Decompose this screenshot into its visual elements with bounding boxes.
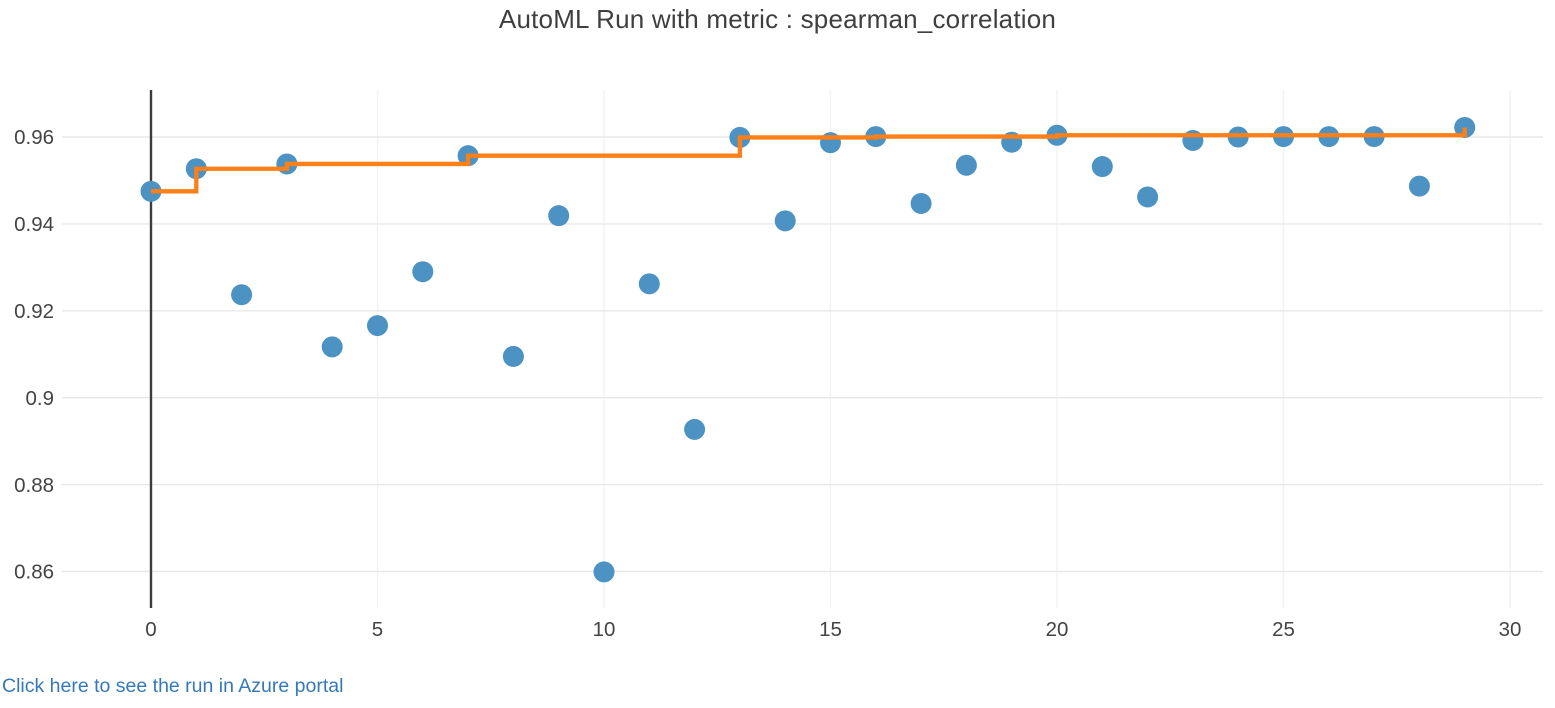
scatter-point[interactable]	[1091, 156, 1113, 178]
scatter-point[interactable]	[1137, 186, 1159, 208]
chart-title: AutoML Run with metric : spearman_correl…	[498, 4, 1057, 34]
x-tick-label: 20	[1046, 618, 1069, 641]
scatter-point[interactable]	[1408, 175, 1430, 197]
scatter-point[interactable]	[638, 273, 660, 295]
azure-portal-link[interactable]: Click here to see the run in Azure porta…	[2, 675, 344, 697]
y-tick-label: 0.88	[14, 474, 54, 497]
y-tick-label: 0.86	[14, 561, 54, 584]
scatter-point[interactable]	[412, 261, 434, 283]
x-tick-label: 15	[819, 618, 842, 641]
y-tick-label: 0.9	[26, 387, 55, 410]
best-metric-step-line	[151, 127, 1467, 194]
scatter-point[interactable]	[910, 192, 932, 214]
scatter-point[interactable]	[502, 345, 524, 367]
scatter-point[interactable]	[231, 284, 253, 306]
scatter-point[interactable]	[321, 336, 343, 358]
scatter-point[interactable]	[955, 154, 977, 176]
scatter-point[interactable]	[548, 205, 570, 227]
chart-canvas[interactable]: 0.96 0.94 0.92 0.9 0.88 0.86 0 5 10 15 20 25 30	[0, 0, 1555, 660]
x-tick-label: 30	[1499, 618, 1522, 641]
x-tick-label: 0	[145, 618, 156, 641]
scatter-point[interactable]	[774, 210, 796, 232]
x-tick-label: 10	[593, 618, 616, 641]
scatter-point[interactable]	[367, 315, 388, 337]
scatter-point[interactable]	[684, 418, 706, 440]
y-tick-label: 0.96	[14, 126, 54, 149]
scatter-point[interactable]	[593, 561, 615, 583]
x-tick-label: 25	[1272, 618, 1295, 641]
y-tick-label: 0.94	[14, 213, 54, 236]
x-tick-label: 5	[372, 618, 383, 641]
y-tick-label: 0.92	[14, 300, 54, 323]
